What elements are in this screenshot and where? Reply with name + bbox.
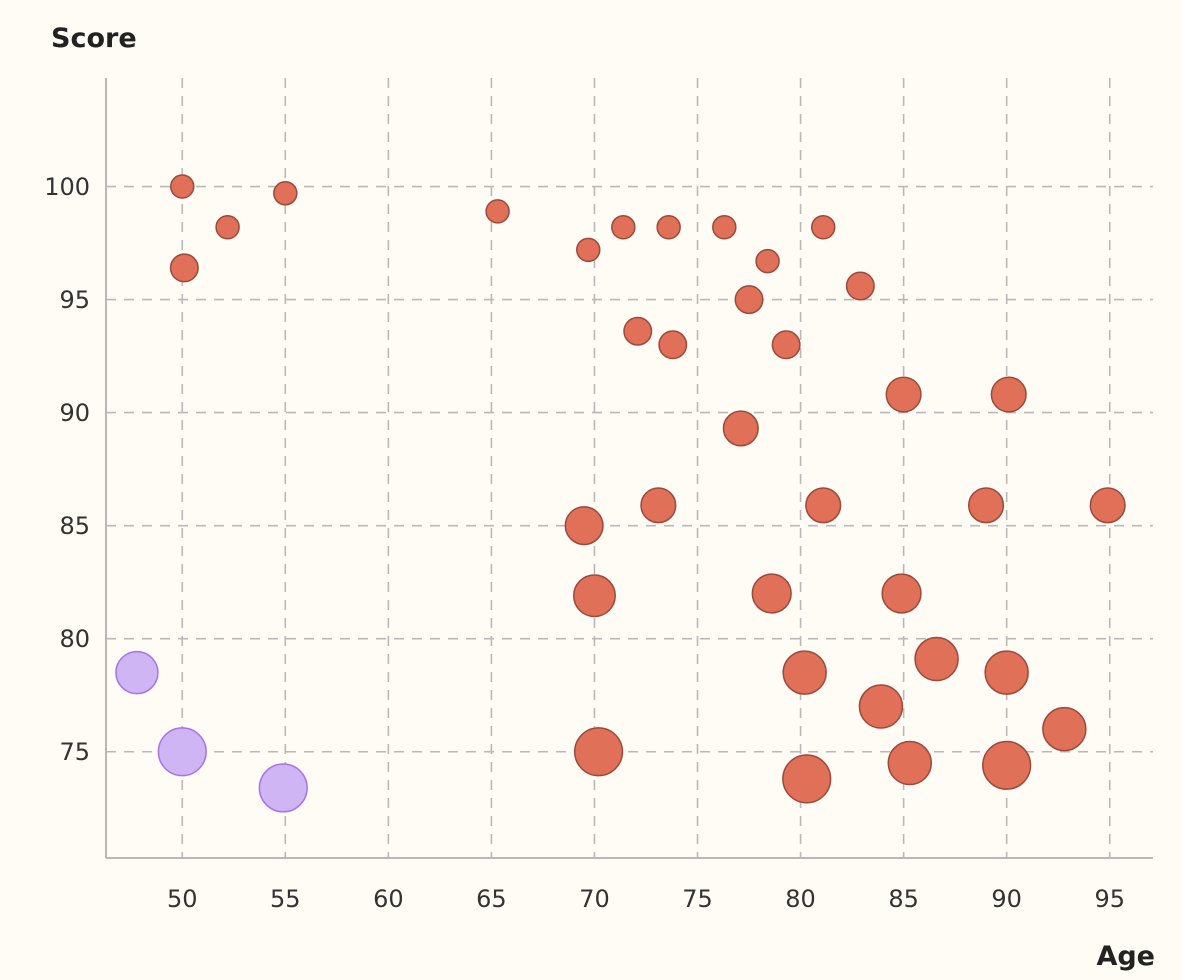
data-point-s0-1 [273, 181, 298, 206]
x-tick-label-70: 70 [579, 885, 610, 913]
x-tick-label-65: 65 [476, 885, 507, 913]
data-point-s0-33 [887, 740, 933, 786]
data-point-s0-14 [658, 330, 688, 360]
data-point-s0-26 [881, 573, 922, 614]
data-point-s0-21 [967, 487, 1005, 524]
x-tick-label-50: 50 [167, 885, 198, 913]
data-point-s0-34 [982, 740, 1032, 790]
data-point-s0-3 [169, 253, 199, 283]
data-point-s0-2 [215, 214, 240, 240]
data-point-s0-12 [734, 285, 764, 315]
data-point-s0-18 [722, 410, 759, 447]
data-point-s0-31 [1042, 706, 1087, 752]
x-tick-label-95: 95 [1094, 885, 1125, 913]
data-point-s0-29 [984, 650, 1029, 695]
y-tick-label-80: 80 [59, 625, 90, 653]
data-point-s0-13 [623, 316, 653, 346]
data-point-s0-32 [573, 727, 624, 777]
y-tick-label-100: 100 [44, 173, 90, 201]
tick-labels: 50 55 60 65 70 75 80 85 90 95 75 80 85 90 95 100 [44, 173, 1125, 913]
data-point-s0-5 [576, 237, 601, 263]
data-point-s0-30 [858, 684, 904, 729]
data-points [115, 174, 1126, 813]
data-point-s0-17 [990, 376, 1027, 413]
data-point-s0-8 [712, 214, 737, 240]
data-point-s1-2 [258, 763, 308, 813]
data-point-s1-0 [115, 650, 159, 695]
x-tick-label-55: 55 [270, 885, 301, 913]
data-point-s0-16 [885, 376, 922, 413]
data-point-s0-27 [914, 636, 959, 682]
data-point-s0-11 [845, 271, 875, 301]
data-point-s0-9 [810, 214, 836, 240]
data-point-s0-10 [755, 248, 780, 274]
data-point-s0-20 [805, 487, 842, 524]
data-point-s0-15 [771, 330, 801, 360]
data-point-s0-35 [782, 754, 832, 804]
data-point-s0-25 [751, 573, 792, 614]
data-point-s0-23 [564, 506, 604, 546]
x-tick-label-90: 90 [991, 885, 1022, 913]
y-tick-label-95: 95 [59, 286, 90, 314]
y-axis-title: Score [51, 23, 137, 54]
data-point-s0-24 [572, 574, 616, 618]
x-tick-label-85: 85 [888, 885, 919, 913]
data-point-s0-6 [611, 214, 636, 240]
y-tick-label-75: 75 [59, 738, 90, 766]
data-point-s0-22 [1089, 487, 1126, 524]
x-axis-title: Age [1096, 941, 1155, 972]
x-tick-label-75: 75 [682, 885, 713, 913]
data-point-s0-0 [170, 174, 195, 199]
y-tick-label-90: 90 [59, 399, 90, 427]
data-point-s0-28 [782, 650, 827, 695]
data-point-s0-7 [656, 214, 681, 240]
data-point-s0-19 [640, 487, 677, 524]
data-point-s1-1 [157, 727, 207, 777]
x-tick-label-60: 60 [373, 885, 404, 913]
grid [106, 78, 1153, 858]
axes [105, 78, 1153, 859]
x-tick-label-80: 80 [785, 885, 816, 913]
data-point-s0-4 [485, 199, 510, 224]
y-tick-label-85: 85 [59, 512, 90, 540]
